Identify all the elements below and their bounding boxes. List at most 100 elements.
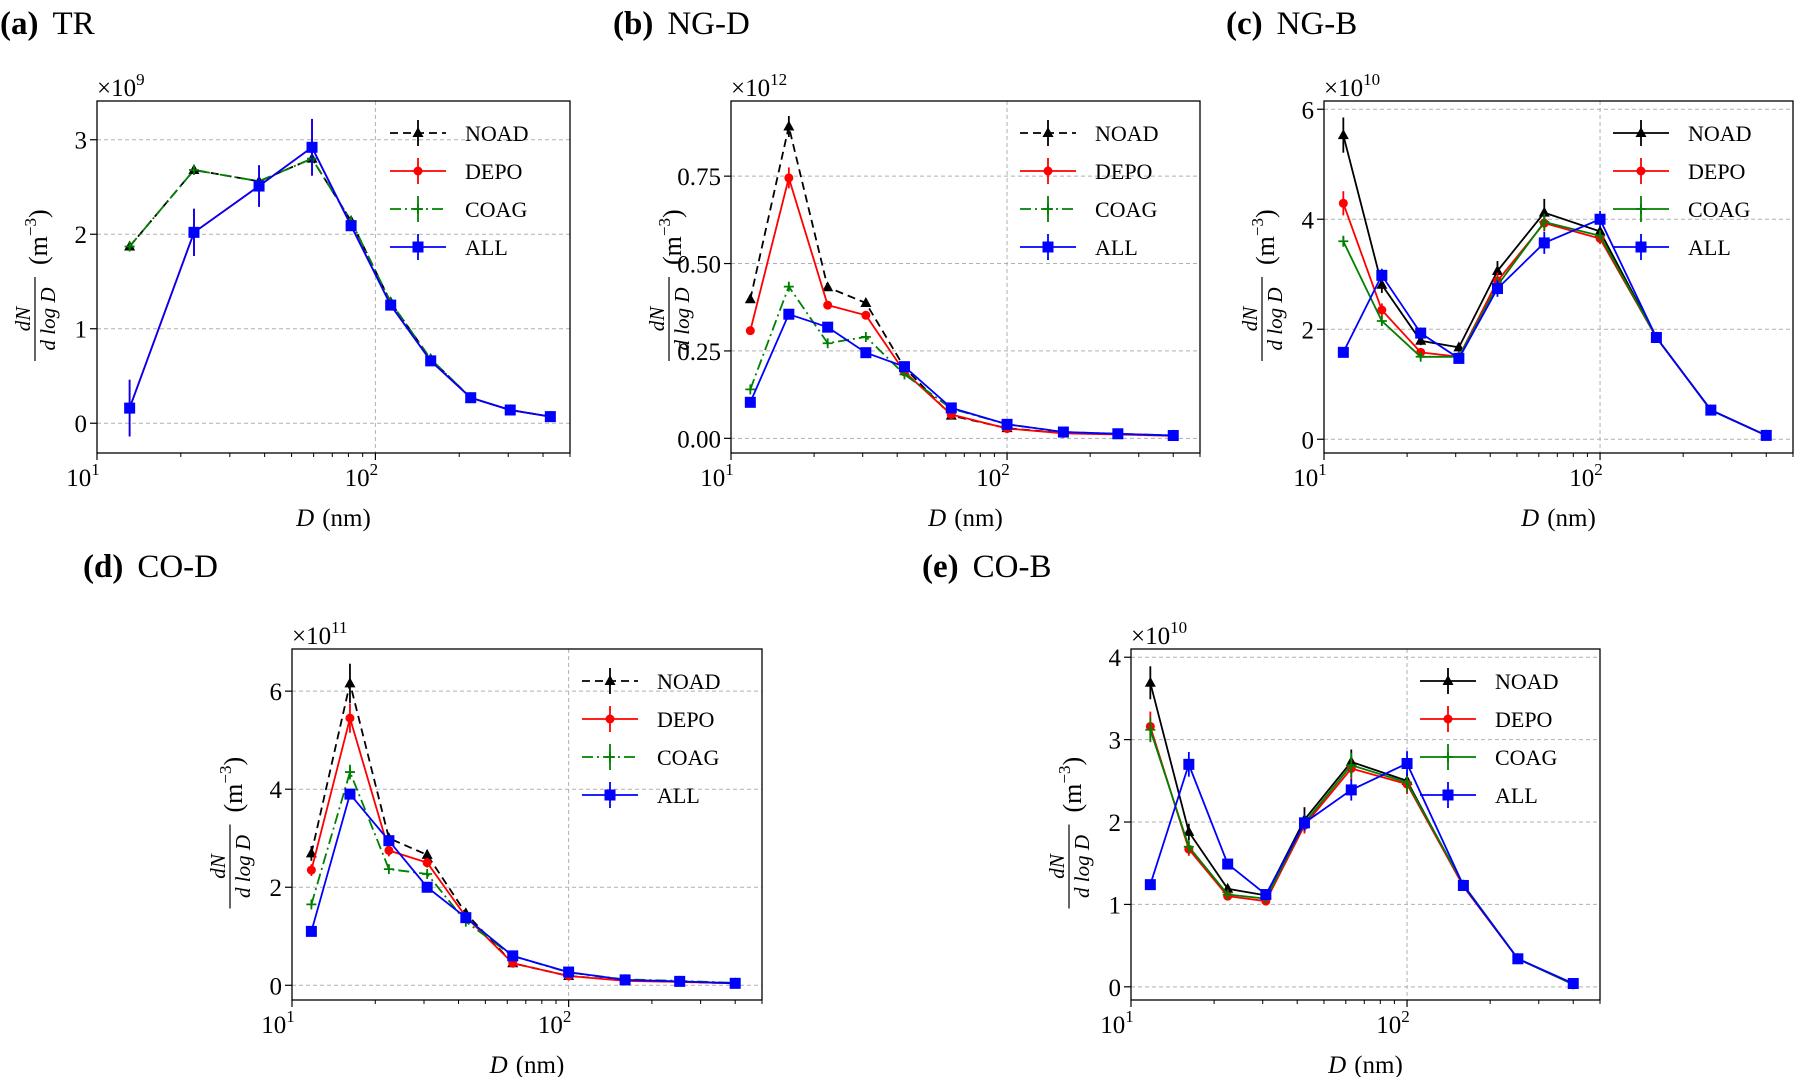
legend-item-coag: COAG [1613,196,1750,222]
x-tick-exp: 1 [725,460,734,479]
triangle-marker [1453,341,1465,352]
x-tick-base: 10 [538,1012,563,1039]
legend-label: COAG [1688,197,1750,222]
legend-label: NOAD [1688,121,1752,146]
y-offset-label: ×1012 [731,70,787,102]
series-area [1144,666,1579,990]
y-label-denominator: d log D [231,835,255,898]
x-tick-base: 10 [700,465,725,492]
x-tick-exp: 1 [91,460,100,479]
square-marker [1567,978,1579,990]
x-tick-exp: 1 [286,1007,295,1026]
square-marker [253,180,265,192]
circle-marker [605,714,615,724]
x-tick-label: 101 [1293,460,1327,492]
x-tick-base: 10 [1569,465,1594,492]
axes-frame [1323,100,1794,454]
x-tick-label: 101 [66,460,100,492]
x-tick-exp: 2 [1401,1007,1410,1026]
square-marker [729,977,741,989]
square-marker [1345,784,1357,796]
y-tick-label: 4 [270,777,283,804]
triangle-marker [344,677,356,688]
x-tick-base: 10 [345,465,370,492]
square-marker [1453,352,1465,364]
offset-exp: 10 [1363,70,1380,89]
y-offset-label: ×1011 [292,618,347,650]
x-tick-label: 102 [1376,1007,1410,1039]
triangle-marker [1144,676,1156,687]
y-tick-label: 0 [75,411,88,438]
square-marker [604,789,616,801]
square-marker [1260,889,1272,901]
square-marker [345,220,357,232]
x-tick-exp: 2 [370,460,379,479]
square-marker [1457,879,1469,891]
x-label-var: D [927,505,946,532]
plus-marker [1222,889,1233,900]
square-marker [465,392,477,404]
offset-base: ×10 [731,75,770,102]
legend-label: ALL [465,235,508,260]
y-tick-label: 0.50 [677,252,721,279]
series-all [744,308,1179,442]
y-tick-label: 0.75 [677,164,721,191]
y-unit-base: (m [219,784,248,813]
y-tick-label: 2 [75,222,88,249]
legend-item-coag: COAG [1020,196,1157,222]
y-label-numerator: dN [645,306,669,332]
legend: NOAD DEPO COAG ALL [1020,120,1159,260]
panel-name: CO-B [973,549,1052,585]
triangle-marker [783,120,795,131]
legend-item-noad: NOAD [390,120,529,146]
x-label-unit: (nm) [1354,1052,1403,1077]
square-marker [822,321,834,333]
square-marker [507,950,519,962]
y-unit-close: ) [1058,757,1087,766]
offset-base: ×10 [97,75,136,102]
x-tick-label: 102 [345,460,379,492]
y-offset-label: ×1010 [1324,70,1380,102]
series-all [305,788,741,989]
y-tick-label: 0 [1302,427,1315,454]
square-marker [544,411,556,423]
x-tick-label: 101 [261,1007,295,1039]
x-tick-label: 102 [1569,460,1603,492]
plus-marker [860,331,871,342]
panel-title: (c) NG-B [1226,6,1357,42]
x-label-unit: (nm) [954,505,1003,532]
legend: NOAD DEPO COAG ALL [390,120,529,260]
circle-marker [306,865,316,875]
legend-item-depo: DEPO [1020,158,1152,184]
x-tick-exp: 2 [1594,460,1603,479]
plus-marker [124,241,135,252]
legend: NOAD DEPO COAG ALL [1420,668,1559,808]
legend-label: COAG [1495,745,1557,770]
offset-exp: 12 [770,70,787,89]
series-all [1144,751,1579,990]
legend-label: NOAD [1095,121,1159,146]
panel-title: (e) CO-B [922,549,1051,585]
y-label-denominator: d log D [1263,288,1287,351]
panel-name: CO-D [137,549,218,585]
y-unit-exp: −3 [1248,218,1267,236]
legend-item-depo: DEPO [582,706,714,732]
y-tick-label: 3 [75,128,88,155]
circle-marker [823,300,833,310]
y-unit-exp: −3 [21,218,40,236]
y-tick-label: 2 [270,875,283,902]
plus-marker [1043,204,1053,214]
square-marker [1144,879,1156,891]
legend: NOAD DEPO COAG ALL [1613,120,1752,260]
plus-marker [1338,236,1349,247]
legend-label: ALL [1688,235,1731,260]
panel-name: TR [52,6,94,42]
legend-label: DEPO [1095,159,1152,184]
square-marker [674,975,686,987]
legend-label: DEPO [1495,707,1552,732]
legend-label: DEPO [465,159,522,184]
x-tick-exp: 1 [1125,1007,1134,1026]
square-marker [1222,858,1234,870]
